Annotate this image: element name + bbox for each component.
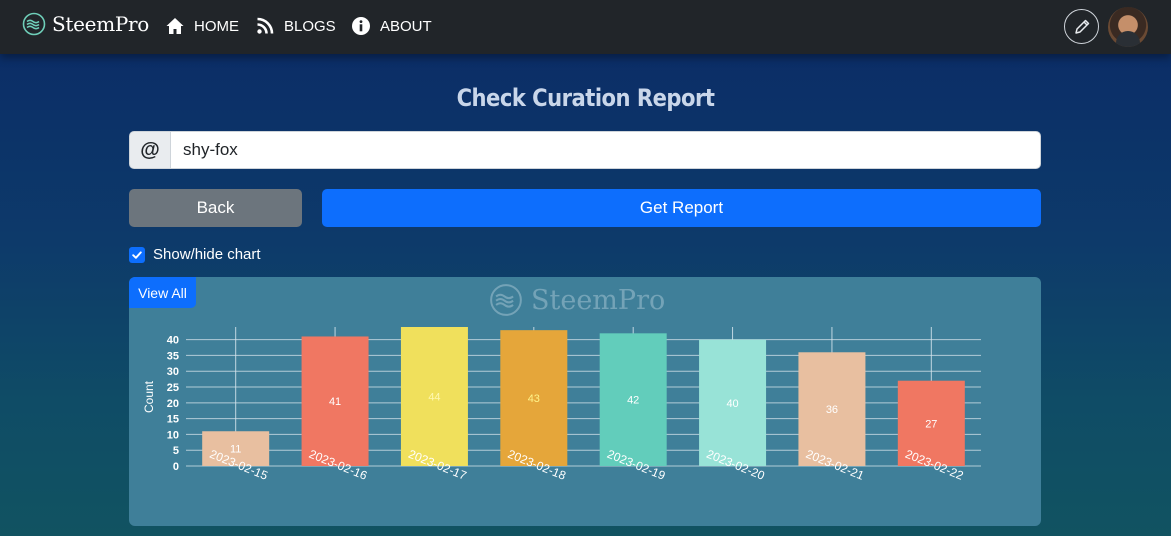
y-tick-label: 20 <box>167 398 179 410</box>
rss-icon <box>257 17 274 34</box>
show-chart-toggle[interactable]: Show/hide chart <box>129 246 261 263</box>
navbar: SteemPro HOME BLOGS ABOUT <box>0 0 1171 54</box>
back-button[interactable]: Back <box>129 189 302 227</box>
bar <box>301 336 369 466</box>
data-label: 40 <box>726 398 738 410</box>
info-icon <box>352 17 370 35</box>
nav-about-label: ABOUT <box>380 17 432 35</box>
pencil-icon <box>1074 19 1089 34</box>
nav-blogs-label: BLOGS <box>284 17 336 35</box>
bar <box>798 352 866 466</box>
data-label: 42 <box>627 395 639 407</box>
y-tick-label: 10 <box>167 429 179 441</box>
steempro-watermark-icon <box>490 284 522 316</box>
bar <box>897 380 965 466</box>
data-label: 36 <box>826 404 838 416</box>
y-tick-label: 0 <box>173 461 179 473</box>
username-input-group: @ <box>129 131 1041 169</box>
bar <box>500 330 568 466</box>
data-label: 11 <box>230 444 241 456</box>
view-all-button[interactable]: View All <box>129 277 196 308</box>
brand-logo[interactable]: SteemPro <box>22 12 149 36</box>
bar <box>599 333 667 466</box>
data-label: 41 <box>329 396 341 408</box>
data-label: 43 <box>528 393 540 405</box>
edit-button[interactable] <box>1064 9 1099 44</box>
at-sign-prefix: @ <box>129 131 170 169</box>
data-label: 27 <box>925 418 937 430</box>
watermark-text: SteemPro <box>531 284 666 316</box>
nav-home-label: HOME <box>194 17 239 35</box>
nav-blogs[interactable]: BLOGS <box>255 16 336 36</box>
username-input[interactable] <box>170 131 1041 169</box>
bar-chart: 0510152025303540Count112023-02-15412023-… <box>142 327 981 483</box>
bar <box>400 327 468 466</box>
nav-about[interactable]: ABOUT <box>351 16 432 36</box>
watermark: SteemPro <box>489 283 665 317</box>
steempro-logo-icon <box>22 12 46 36</box>
get-report-button[interactable]: Get Report <box>322 189 1041 227</box>
bar <box>699 339 767 466</box>
brand-name: SteemPro <box>52 12 150 36</box>
user-avatar[interactable] <box>1108 7 1148 47</box>
y-tick-label: 35 <box>167 350 179 362</box>
show-chart-checkbox[interactable] <box>129 246 145 263</box>
show-chart-label: Show/hide chart <box>153 246 261 263</box>
y-tick-label: 15 <box>167 414 179 426</box>
y-tick-label: 25 <box>167 382 179 394</box>
nav-home[interactable]: HOME <box>165 16 239 36</box>
data-label: 44 <box>428 392 440 404</box>
chart-panel: SteemPro 0 5 10 15 20 25 30 35 40 Count 11 2023-02-… <box>129 277 1041 526</box>
y-axis-label: Count <box>142 380 156 413</box>
bar <box>202 431 270 466</box>
checkmark-icon <box>132 250 142 259</box>
y-tick-label: 5 <box>173 445 179 457</box>
y-tick-label: 40 <box>167 335 179 347</box>
page-title: Check Curation Report <box>456 84 715 112</box>
y-tick-label: 30 <box>167 366 179 378</box>
home-icon <box>166 18 184 34</box>
